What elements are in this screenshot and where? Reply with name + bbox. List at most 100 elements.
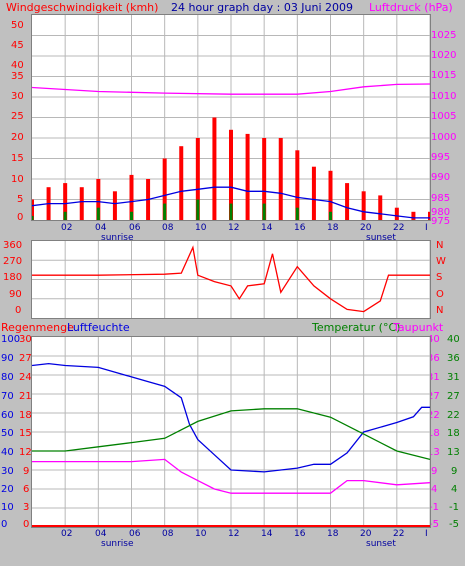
dewpoint-axis-tick: 27 — [427, 391, 440, 402]
gust-bar — [63, 183, 68, 220]
temperature-axis-tick: 31 — [447, 372, 460, 383]
gust-bar — [394, 207, 399, 220]
direction-axis-tick: 360 — [3, 240, 23, 251]
humidity-axis-tick: 70 — [1, 391, 14, 402]
wind-axis-tick: 0 — [17, 212, 24, 223]
wind-pressure-plot — [31, 14, 431, 221]
wind-axis-tick: 45 — [11, 40, 24, 51]
minimum-bar — [63, 211, 67, 220]
gust-bar — [179, 146, 184, 220]
dewpoint-title: Taupunkt — [393, 321, 444, 334]
wind-axis-tick: 40 — [11, 60, 24, 71]
compass-tick: O — [436, 289, 444, 300]
temperature-axis-tick: 40 — [447, 334, 460, 345]
humidity-axis-tick: 60 — [1, 410, 14, 421]
humidity-axis-tick: 100 — [1, 334, 21, 345]
x-tick: 04 — [95, 223, 107, 233]
rain-axis-tick: 21 — [19, 391, 32, 402]
rain-axis-tick: 3 — [23, 502, 30, 513]
pressure-axis-tick: 990 — [431, 172, 451, 183]
temperature-axis-tick: 22 — [447, 410, 460, 421]
x-tick: 02 — [61, 529, 73, 539]
wind-axis-tick: 35 — [11, 71, 24, 82]
x-tick: 22 — [393, 223, 405, 233]
wind-axis-tick: 25 — [11, 111, 24, 122]
pressure-axis-tick: 980 — [431, 207, 451, 218]
rain-axis-tick: 24 — [19, 372, 32, 383]
minimum-bar — [262, 203, 266, 220]
gust-bar — [129, 174, 134, 220]
pressure-axis-tick: 1005 — [431, 111, 457, 122]
humidity-axis-tick: 10 — [1, 502, 14, 513]
humidity-axis-tick: 90 — [1, 353, 14, 364]
x-tick: 18 — [327, 529, 339, 539]
pressure-axis-tick: 975 — [431, 216, 451, 227]
pressure-title: Luftdruck (hPa) — [369, 1, 453, 14]
rain-axis-tick: 18 — [19, 410, 32, 421]
gust-bar — [361, 191, 366, 220]
rain-axis-tick: 0 — [23, 519, 30, 530]
wind-axis-tick: 50 — [11, 20, 24, 31]
x-tick: 20 — [360, 223, 372, 233]
x-tick: 14 — [261, 223, 273, 233]
humidity-axis-tick: 80 — [1, 372, 14, 383]
wind-axis-tick: 15 — [11, 153, 24, 164]
dewpoint-axis-tick: 36 — [427, 353, 440, 364]
temperature-line — [32, 408, 430, 461]
dewpoint-axis-tick: 40 — [427, 334, 440, 345]
gust-bar — [245, 133, 250, 220]
temperature-axis-tick: 27 — [447, 391, 460, 402]
wind-title: Windgeschwindigkeit (kmh) — [6, 1, 159, 14]
pressure-axis-tick: 1000 — [431, 132, 457, 143]
temperature-axis-tick: 9 — [451, 466, 458, 477]
dewpoint-axis-tick: 22 — [427, 410, 440, 421]
x-tick: 10 — [195, 529, 207, 539]
dewpoint-axis-tick: 4 — [431, 484, 438, 495]
x-tick: 22 — [393, 529, 405, 539]
gust-bar — [345, 183, 350, 220]
compass-tick: N — [436, 240, 444, 251]
sunrise-label: sunrise — [101, 539, 134, 549]
minimum-bar — [96, 207, 100, 220]
dewpoint-axis-tick: 18 — [427, 428, 440, 439]
x-tick: 12 — [228, 223, 240, 233]
x-tick: I — [425, 223, 428, 233]
wind-axis-tick: 30 — [11, 91, 24, 102]
minimum-bar — [163, 203, 167, 220]
humidity-axis-tick: 30 — [1, 466, 14, 477]
wind-direction-plot — [31, 240, 431, 319]
x-tick: 14 — [261, 529, 273, 539]
humidity-axis-tick: 50 — [1, 428, 14, 439]
pressure-axis-tick: 985 — [431, 193, 451, 204]
dewpoint-axis-tick: -1 — [429, 502, 439, 513]
gust-bar — [411, 211, 416, 220]
sunset-label: sunset — [366, 539, 396, 549]
rain-axis-tick: 6 — [23, 484, 30, 495]
humidity-title: Luftfeuchte — [67, 321, 130, 334]
direction-axis-tick: 0 — [15, 305, 22, 316]
x-tick: 04 — [95, 529, 107, 539]
temperature-axis-tick: 13 — [447, 447, 460, 458]
compass-tick: N — [436, 305, 444, 316]
x-tick: 16 — [294, 223, 306, 233]
gust-bar — [328, 170, 333, 220]
temperature-axis-tick: -5 — [449, 519, 459, 530]
gust-bar — [378, 195, 383, 220]
gust-bar — [229, 129, 233, 220]
rain-axis-tick: 9 — [23, 466, 30, 477]
x-tick: 10 — [195, 223, 207, 233]
gust-bar — [295, 150, 300, 220]
pressure-axis-tick: 1010 — [431, 91, 457, 102]
graph-title: 24 hour graph day : 03 Juni 2009 — [171, 1, 354, 14]
gust-bar — [96, 179, 101, 220]
compass-tick: W — [436, 256, 446, 267]
temperature-axis-tick: 36 — [447, 353, 460, 364]
gust-bar — [278, 138, 283, 220]
minimum-bar — [196, 199, 200, 220]
x-tick: 06 — [129, 529, 141, 539]
gust-bar — [311, 166, 316, 220]
x-tick: 02 — [61, 223, 73, 233]
dewpoint-axis-tick: -5 — [429, 519, 439, 530]
pressure-line — [32, 83, 430, 95]
